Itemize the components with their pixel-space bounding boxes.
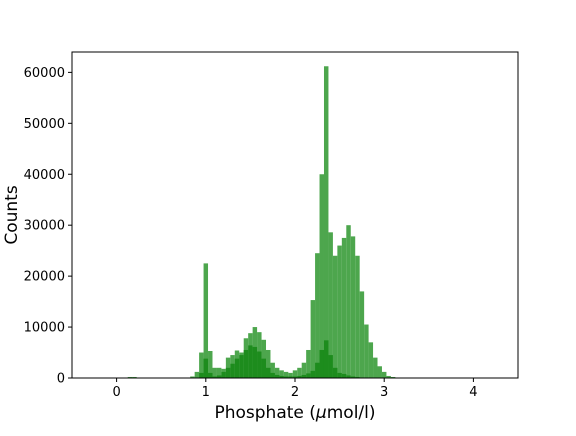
histogram-bar <box>310 370 316 378</box>
histogram-bar <box>279 375 284 378</box>
histogram-bar <box>274 374 280 378</box>
histogram-bar <box>230 363 235 378</box>
histogram-bar <box>386 375 391 378</box>
histogram-bar <box>203 263 209 378</box>
histogram-bar <box>288 376 293 378</box>
histogram-bar <box>292 370 298 378</box>
histogram-bar <box>203 358 209 378</box>
histogram-bar <box>350 236 356 378</box>
histogram-bars <box>127 66 396 379</box>
x-axis-label: Phosphate (μmol/l) <box>214 403 375 423</box>
histogram-bar <box>319 349 324 378</box>
x-axis-label-rest: mol/l) <box>327 403 376 423</box>
histogram-bar <box>359 291 365 378</box>
histogram-bar <box>283 376 289 378</box>
x-tick-label: 4 <box>469 385 477 400</box>
histogram-bar <box>373 357 378 379</box>
histogram-bar <box>323 66 329 378</box>
y-axis-label: Counts <box>2 185 22 244</box>
histogram-bar <box>208 372 213 378</box>
y-tick-label: 60000 <box>24 66 65 81</box>
histogram-bar <box>306 349 311 378</box>
histogram-bar <box>288 372 293 378</box>
y-tick-label: 0 <box>57 372 65 387</box>
x-axis-label-mu: μ <box>315 403 327 423</box>
histogram-bar <box>221 371 226 378</box>
histogram-bar <box>274 367 280 378</box>
histogram-bar <box>337 372 342 378</box>
x-axis-label-prefix: Phosphate ( <box>214 403 315 423</box>
histogram-bar <box>212 367 217 378</box>
histogram-bar <box>337 245 342 378</box>
histogram-bar <box>199 372 204 378</box>
histogram-bar <box>301 362 307 378</box>
histogram-bar <box>132 376 137 378</box>
y-tick-label: 10000 <box>24 321 65 336</box>
histogram-bar <box>341 237 347 378</box>
histogram-bar <box>194 371 200 378</box>
histogram-bar <box>355 376 360 378</box>
histogram-bar <box>208 351 213 378</box>
histogram-bar <box>350 376 356 378</box>
histogram-bar <box>328 355 333 378</box>
y-tick-label: 30000 <box>24 219 65 234</box>
histogram-bar <box>283 371 289 378</box>
histogram-bar <box>270 372 275 378</box>
histogram-bar <box>323 340 329 378</box>
histogram-bar <box>315 253 320 378</box>
histogram-bar <box>266 367 271 378</box>
histogram-bar <box>297 375 302 378</box>
histogram-bar <box>355 255 360 378</box>
histogram-bar <box>377 366 382 378</box>
histogram-bar <box>266 349 271 378</box>
histogram-bar <box>279 370 284 378</box>
histogram-bar <box>301 374 307 378</box>
histogram-bar <box>225 367 231 378</box>
histogram-bar <box>261 358 267 378</box>
histogram-bar <box>248 345 253 378</box>
histogram-bar <box>190 376 195 378</box>
x-tick-label: 2 <box>291 385 299 400</box>
histogram-bar <box>243 349 249 378</box>
histogram-bar <box>252 346 258 378</box>
histogram-bar <box>390 376 396 378</box>
histogram-bar <box>292 376 298 378</box>
y-axis-ticks: 0 10000 20000 30000 40000 50000 60000 <box>24 66 72 387</box>
histogram-bar <box>212 376 217 378</box>
x-tick-label: 0 <box>112 385 120 400</box>
histogram-bar <box>328 232 333 378</box>
histogram-bar <box>310 300 316 378</box>
histogram-bar <box>346 375 351 378</box>
x-tick-label: 3 <box>380 385 388 400</box>
histogram-bar <box>341 373 347 378</box>
histogram-bar <box>216 367 222 378</box>
histogram-bar <box>319 174 324 378</box>
histogram-bar <box>315 362 320 378</box>
histogram-bar <box>332 367 338 378</box>
y-tick-label: 50000 <box>24 117 65 132</box>
histogram-bar <box>216 375 222 378</box>
histogram-bar <box>368 342 374 378</box>
y-tick-label: 40000 <box>24 168 65 183</box>
histogram-bar <box>234 358 240 378</box>
y-tick-label: 20000 <box>24 270 65 285</box>
histogram-bar <box>270 362 275 378</box>
histogram-bar <box>239 355 244 378</box>
x-tick-label: 1 <box>202 385 210 400</box>
histogram-bar <box>364 324 369 378</box>
histogram-bar <box>127 376 133 378</box>
histogram-bar <box>257 351 262 378</box>
x-axis-ticks: 0 1 2 3 4 <box>112 378 478 400</box>
histogram-bar <box>199 352 204 378</box>
histogram-bar <box>297 367 302 378</box>
histogram-bar <box>346 225 351 378</box>
histogram-bar <box>306 373 311 378</box>
histogram-bar <box>332 255 338 378</box>
histogram-bar <box>381 371 387 378</box>
